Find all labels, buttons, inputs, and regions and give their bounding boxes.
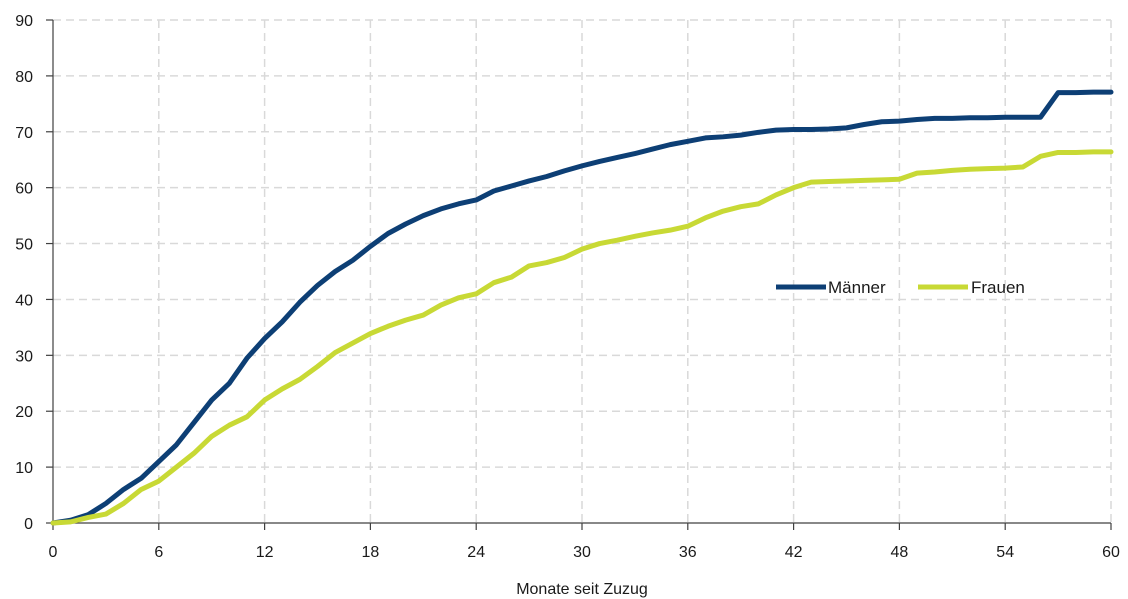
y-tick-label: 40 — [15, 292, 33, 309]
legend-label: Männer — [828, 278, 886, 297]
y-tick-label: 0 — [24, 516, 33, 533]
grid — [53, 19, 1112, 523]
y-tick-label: 30 — [15, 348, 33, 365]
y-tick-label: 10 — [15, 460, 33, 477]
series-layer — [50, 89, 1114, 526]
x-tick-label: 18 — [362, 544, 380, 561]
x-tick-label: 12 — [256, 544, 274, 561]
axes — [46, 19, 1112, 530]
y-tick-label: 50 — [15, 237, 33, 254]
x-tick-label: 6 — [154, 544, 163, 561]
y-tick-label: 70 — [15, 125, 33, 142]
x-tick-label: 36 — [679, 544, 697, 561]
y-tick-label: 20 — [15, 404, 33, 421]
x-tick-label: 54 — [996, 544, 1014, 561]
y-tick-label: 90 — [15, 13, 33, 30]
series-line-maenner — [50, 89, 1114, 526]
x-axis-title: Monate seit Zuzug — [516, 581, 648, 598]
x-tick-label: 24 — [467, 544, 485, 561]
legend: Männer Frauen — [776, 278, 1025, 297]
x-tick-label: 0 — [49, 544, 58, 561]
y-tick-labels: 0 10 20 30 40 50 60 70 80 90 — [15, 13, 33, 533]
x-tick-label: 48 — [891, 544, 909, 561]
series-line-frauen — [50, 149, 1114, 526]
x-tick-label: 30 — [573, 544, 591, 561]
x-tick-label: 42 — [785, 544, 803, 561]
y-tick-label: 80 — [15, 69, 33, 86]
y-tick-label: 60 — [15, 181, 33, 198]
x-tick-labels: 0 6 12 18 24 30 36 42 48 54 60 — [49, 544, 1120, 561]
x-tick-label: 60 — [1102, 544, 1120, 561]
legend-label: Frauen — [971, 278, 1025, 297]
